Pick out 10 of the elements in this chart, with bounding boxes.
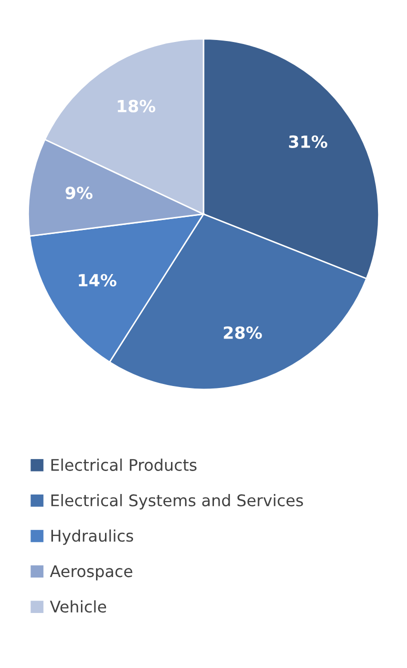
legend-label: Vehicle [50,600,106,613]
data-label: 31% [289,135,328,148]
legend-label: Electrical Products [51,458,196,471]
data-label: 28% [224,326,262,339]
legend-label: Electrical Systems and Services [51,494,303,510]
data-label: 14% [78,274,116,287]
legend-label: Aerospace [50,565,132,580]
data-label: 9% [66,186,92,200]
data-label: 18% [118,100,156,112]
legend-label: Hydraulics [51,529,134,545]
